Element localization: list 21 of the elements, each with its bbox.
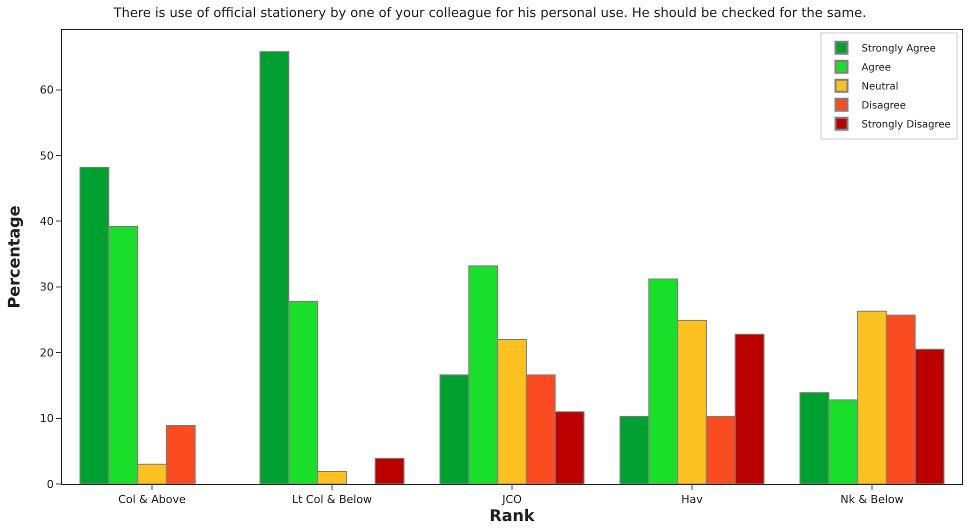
x-tick-label: Nk & Below: [840, 493, 904, 506]
x-tick-label: Col & Above: [118, 493, 186, 506]
y-tick-label: 50: [40, 149, 54, 162]
y-tick-label: 40: [40, 215, 54, 228]
x-tick-label: Lt Col & Below: [292, 493, 372, 506]
legend-label: Agree: [862, 62, 891, 74]
legend-label: Strongly Agree: [862, 44, 936, 55]
legend-label: Disagree: [862, 100, 906, 112]
chart-title: There is use of official stationery by one of your colleague for his personal use. He should be checked for the same.: [112, 6, 866, 22]
y-tick-label: 20: [40, 346, 54, 360]
bar: [374, 458, 404, 484]
y-axis-title: Percentage: [4, 205, 24, 308]
y-tick-label: 0: [46, 478, 54, 491]
x-tick-label: JCO: [501, 493, 522, 506]
x-axis-title: Rank: [489, 506, 535, 526]
legend-label: Strongly Disagree: [862, 120, 951, 131]
y-tick-label: 60: [40, 84, 54, 97]
y-tick-label: 10: [40, 412, 54, 426]
x-tick-label: Hav: [681, 493, 704, 506]
legend-label: Neutral: [862, 82, 898, 93]
y-tick-label: 30: [40, 280, 54, 294]
